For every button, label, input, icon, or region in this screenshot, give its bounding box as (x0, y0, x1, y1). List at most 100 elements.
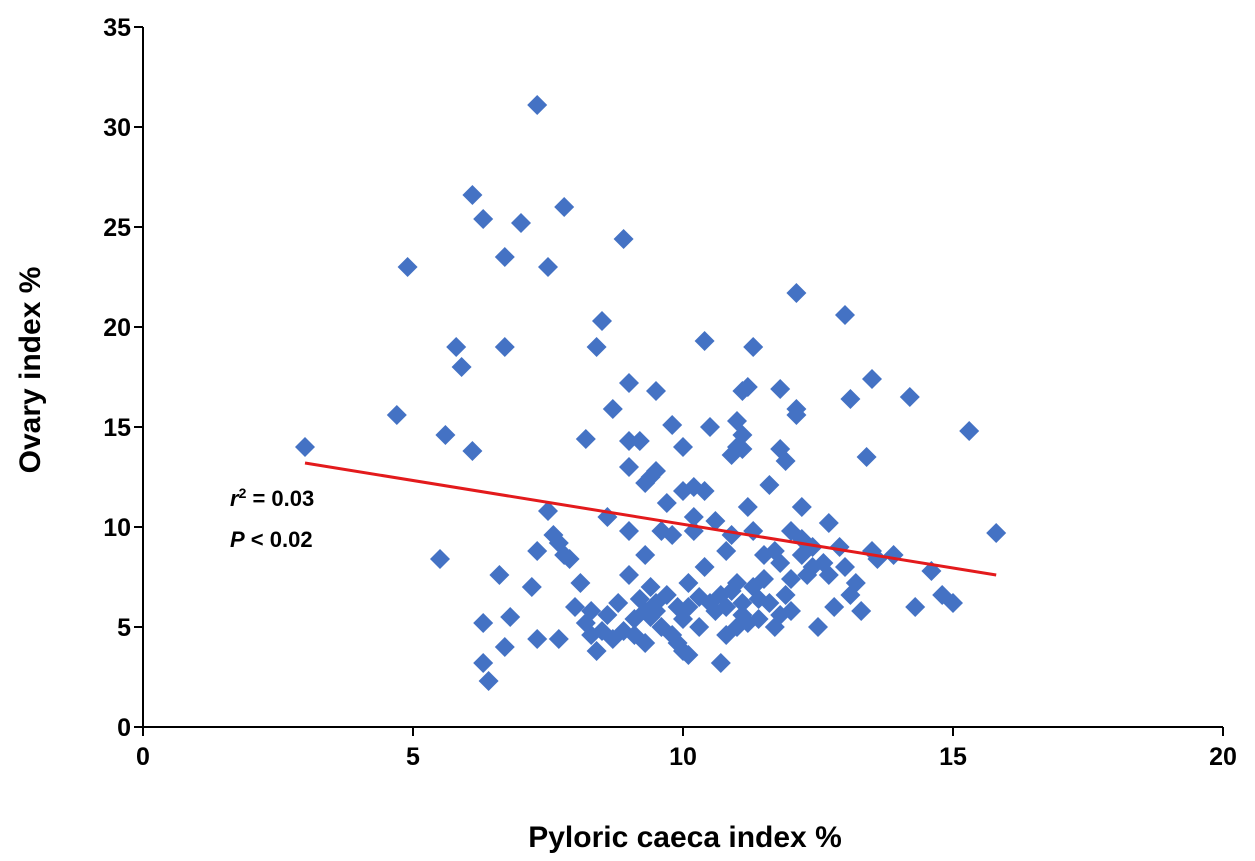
data-point (759, 593, 780, 613)
p-value: < 0.02 (245, 527, 313, 552)
data-point (527, 541, 548, 561)
data-points (295, 95, 1007, 691)
data-point (397, 257, 418, 277)
data-point (727, 573, 747, 593)
y-tick-label: 30 (103, 114, 131, 142)
data-point (786, 405, 807, 425)
data-point (835, 557, 855, 577)
data-point (700, 417, 720, 437)
data-point (435, 425, 456, 445)
data-point (656, 585, 677, 605)
data-point (586, 641, 607, 661)
data-point (473, 653, 494, 673)
data-point (786, 283, 807, 303)
data-point (473, 209, 494, 229)
data-point (494, 337, 515, 357)
y-tick-label: 20 (103, 314, 131, 342)
data-point (716, 597, 737, 617)
data-point (608, 593, 629, 613)
data-point (754, 569, 774, 589)
data-point (721, 525, 742, 545)
y-tick-label: 0 (117, 714, 131, 742)
data-point (575, 429, 596, 449)
data-point (759, 475, 780, 495)
r-exponent: 2 (239, 485, 247, 501)
data-point (851, 601, 872, 621)
y-tick-label: 35 (103, 14, 131, 42)
data-point (737, 377, 758, 397)
x-axis-title: Pyloric caeca index % (528, 821, 842, 854)
data-point (494, 637, 515, 657)
data-point (527, 629, 548, 649)
data-point (640, 577, 661, 597)
data-point (635, 545, 656, 565)
data-point (629, 431, 650, 451)
data-point (462, 185, 483, 205)
data-point (446, 337, 467, 357)
y-tick-labels: 0 5 10 15 20 25 30 35 (103, 14, 131, 742)
data-point (770, 553, 791, 573)
data-point (818, 565, 839, 585)
data-point (451, 357, 472, 377)
data-point (775, 451, 796, 471)
data-point (840, 389, 861, 409)
data-point (845, 573, 866, 593)
data-point (770, 379, 791, 399)
data-point (619, 565, 639, 585)
data-point (538, 501, 558, 521)
data-point (619, 457, 639, 477)
data-point (683, 507, 704, 527)
data-point (705, 511, 726, 531)
data-point (943, 593, 963, 613)
data-point (597, 605, 618, 625)
x-tick-labels: 0 5 10 15 20 (136, 743, 1237, 771)
data-point (743, 337, 764, 357)
y-tick-label: 15 (103, 414, 131, 442)
data-point (905, 597, 926, 617)
data-point (473, 613, 494, 633)
data-point (694, 481, 715, 501)
data-point (494, 247, 515, 267)
data-point (959, 421, 980, 441)
data-point (538, 257, 558, 277)
data-point (489, 565, 510, 585)
data-point (635, 633, 656, 653)
x-tick-label: 15 (939, 743, 967, 771)
data-point (678, 645, 699, 665)
data-point (581, 601, 602, 621)
trendline (304, 461, 997, 577)
data-point (511, 213, 531, 233)
axes (134, 26, 1224, 736)
data-point (694, 331, 715, 351)
data-point (737, 497, 758, 517)
data-point (791, 497, 812, 517)
p-value-annotation: P < 0.02 (230, 527, 313, 552)
data-point (781, 601, 801, 621)
data-point (678, 597, 699, 617)
data-point (548, 629, 569, 649)
data-point (710, 653, 731, 673)
data-point (673, 437, 693, 457)
data-point (478, 671, 499, 691)
x-tick-label: 0 (136, 743, 150, 771)
y-tick-label: 5 (117, 614, 131, 642)
trendline-group (304, 461, 997, 577)
data-point (586, 337, 607, 357)
data-point (295, 437, 315, 457)
data-point (646, 461, 666, 481)
data-point (775, 585, 796, 605)
x-tick-label: 5 (406, 743, 420, 771)
data-point (592, 311, 612, 331)
r-squared-annotation: r2 = 0.03 (230, 485, 314, 511)
data-point (732, 425, 753, 445)
data-point (386, 405, 407, 425)
data-point (527, 95, 548, 115)
data-point (732, 439, 753, 459)
data-point (862, 369, 882, 389)
data-point (781, 569, 801, 589)
data-point (829, 537, 850, 557)
y-tick-label: 25 (103, 214, 131, 242)
data-point (570, 573, 591, 593)
r-symbol: r (230, 486, 240, 511)
